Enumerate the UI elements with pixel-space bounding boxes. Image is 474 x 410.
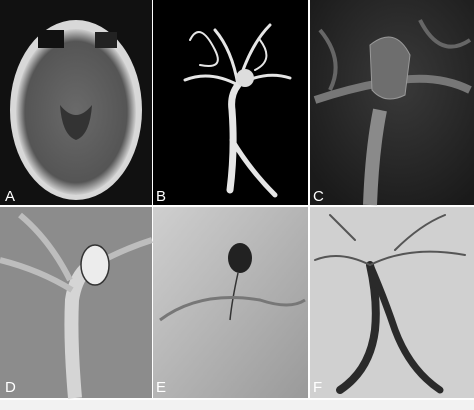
- panel-label: D: [5, 379, 16, 396]
- panel-b: [153, 0, 308, 205]
- panel-label: C: [313, 188, 324, 205]
- panel-c: [310, 0, 474, 206]
- panel-a: [0, 0, 152, 205]
- caption-strip: [0, 400, 474, 410]
- panel-f: [310, 207, 474, 398]
- panel-label: B: [156, 188, 166, 205]
- panel-label: E: [156, 379, 166, 396]
- panel-label: F: [313, 379, 322, 396]
- panel-label: A: [5, 188, 15, 205]
- panel-e: [153, 207, 308, 398]
- panel-d: [0, 207, 153, 399]
